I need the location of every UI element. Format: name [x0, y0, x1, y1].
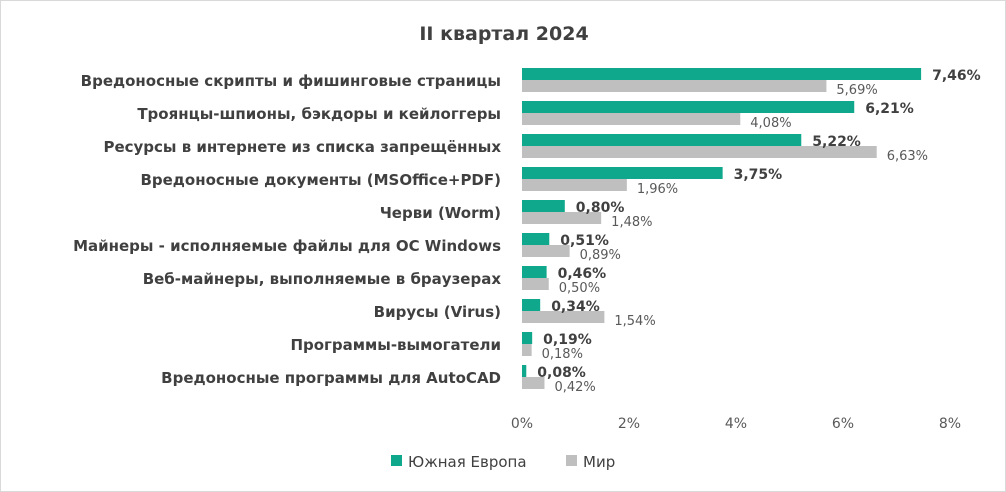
- data-label-world: 0,18%: [542, 347, 583, 362]
- data-labels: 7,46% 5,69% 6,21% 4,08% 5,22% 6,63% 3,75% 1,96%…: [537, 68, 980, 395]
- data-label-southern-europe: 0,80%: [576, 200, 625, 216]
- bar-world: [522, 377, 545, 389]
- bar-world: [522, 146, 877, 158]
- x-axis-ticks: 0% 2% 4% 6% 8%: [511, 416, 961, 432]
- bar-southern-europe: [522, 134, 802, 146]
- data-label-southern-europe: 0,46%: [558, 266, 607, 282]
- category-label: Черви (Worm): [380, 204, 501, 222]
- category-label: Вирусы (Virus): [374, 303, 501, 321]
- data-label-southern-europe: 6,21%: [865, 101, 914, 117]
- bar-world: [522, 245, 570, 257]
- legend-swatch-world: [566, 455, 577, 466]
- category-label: Веб-майнеры, выполняемые в браузерах: [143, 270, 502, 288]
- bar-southern-europe: [522, 200, 565, 212]
- bar-southern-europe: [522, 233, 550, 245]
- bar-world: [522, 278, 549, 290]
- bars: [522, 68, 922, 389]
- data-label-southern-europe: 7,46%: [932, 68, 981, 84]
- bar-world: [522, 212, 602, 224]
- chart-title: II квартал 2024: [419, 23, 588, 45]
- data-label-world: 4,08%: [750, 116, 791, 131]
- bar-southern-europe: [522, 299, 541, 311]
- category-label: Ресурсы в интернете из списка запрещённы…: [103, 138, 501, 156]
- bar-world: [522, 179, 627, 191]
- data-label-world: 5,69%: [836, 83, 877, 98]
- legend: Южная Европа Мир: [391, 453, 615, 471]
- category-labels: Вредоносные скрипты и фишинговые страниц…: [73, 72, 501, 387]
- category-label: Вредоносные документы (MSOffice+PDF): [140, 171, 501, 189]
- x-tick-label: 4%: [725, 416, 747, 432]
- data-label-world: 0,42%: [554, 380, 595, 395]
- data-label-world: 6,63%: [887, 149, 928, 164]
- category-label: Вредоносные программы для AutoCAD: [161, 369, 501, 387]
- x-tick-label: 0%: [511, 416, 533, 432]
- bar-southern-europe: [522, 167, 723, 179]
- data-label-world: 1,96%: [637, 182, 678, 197]
- category-label: Программы-вымогатели: [290, 336, 501, 354]
- bar-southern-europe: [522, 101, 855, 113]
- data-label-southern-europe: 3,75%: [734, 167, 783, 183]
- data-label-southern-europe: 5,22%: [812, 134, 861, 150]
- bar-southern-europe: [522, 332, 533, 344]
- bar-world: [522, 80, 827, 92]
- bar-world: [522, 344, 532, 356]
- legend-label-world: Мир: [583, 453, 615, 471]
- legend-swatch-southern-europe: [391, 455, 402, 466]
- data-label-southern-europe: 0,19%: [543, 332, 592, 348]
- bar-world: [522, 113, 741, 125]
- x-tick-label: 2%: [618, 416, 640, 432]
- bar-southern-europe: [522, 266, 547, 278]
- data-label-southern-europe: 0,08%: [537, 365, 586, 381]
- data-label-world: 0,50%: [559, 281, 600, 296]
- data-label-world: 1,48%: [611, 215, 652, 230]
- category-label: Майнеры - исполняемые файлы для ОС Windo…: [73, 237, 501, 255]
- data-label-world: 0,89%: [580, 248, 621, 263]
- data-label-southern-europe: 0,34%: [551, 299, 600, 315]
- x-tick-label: 8%: [939, 416, 961, 432]
- x-tick-label: 6%: [832, 416, 854, 432]
- data-label-world: 1,54%: [614, 314, 655, 329]
- bar-southern-europe: [522, 68, 922, 80]
- bar-southern-europe: [522, 365, 527, 377]
- data-label-southern-europe: 0,51%: [560, 233, 609, 249]
- category-label: Вредоносные скрипты и фишинговые страниц…: [81, 72, 501, 90]
- legend-label-southern-europe: Южная Европа: [408, 453, 527, 471]
- category-label: Троянцы-шпионы, бэкдоры и кейлоггеры: [137, 105, 501, 123]
- bar-world: [522, 311, 605, 323]
